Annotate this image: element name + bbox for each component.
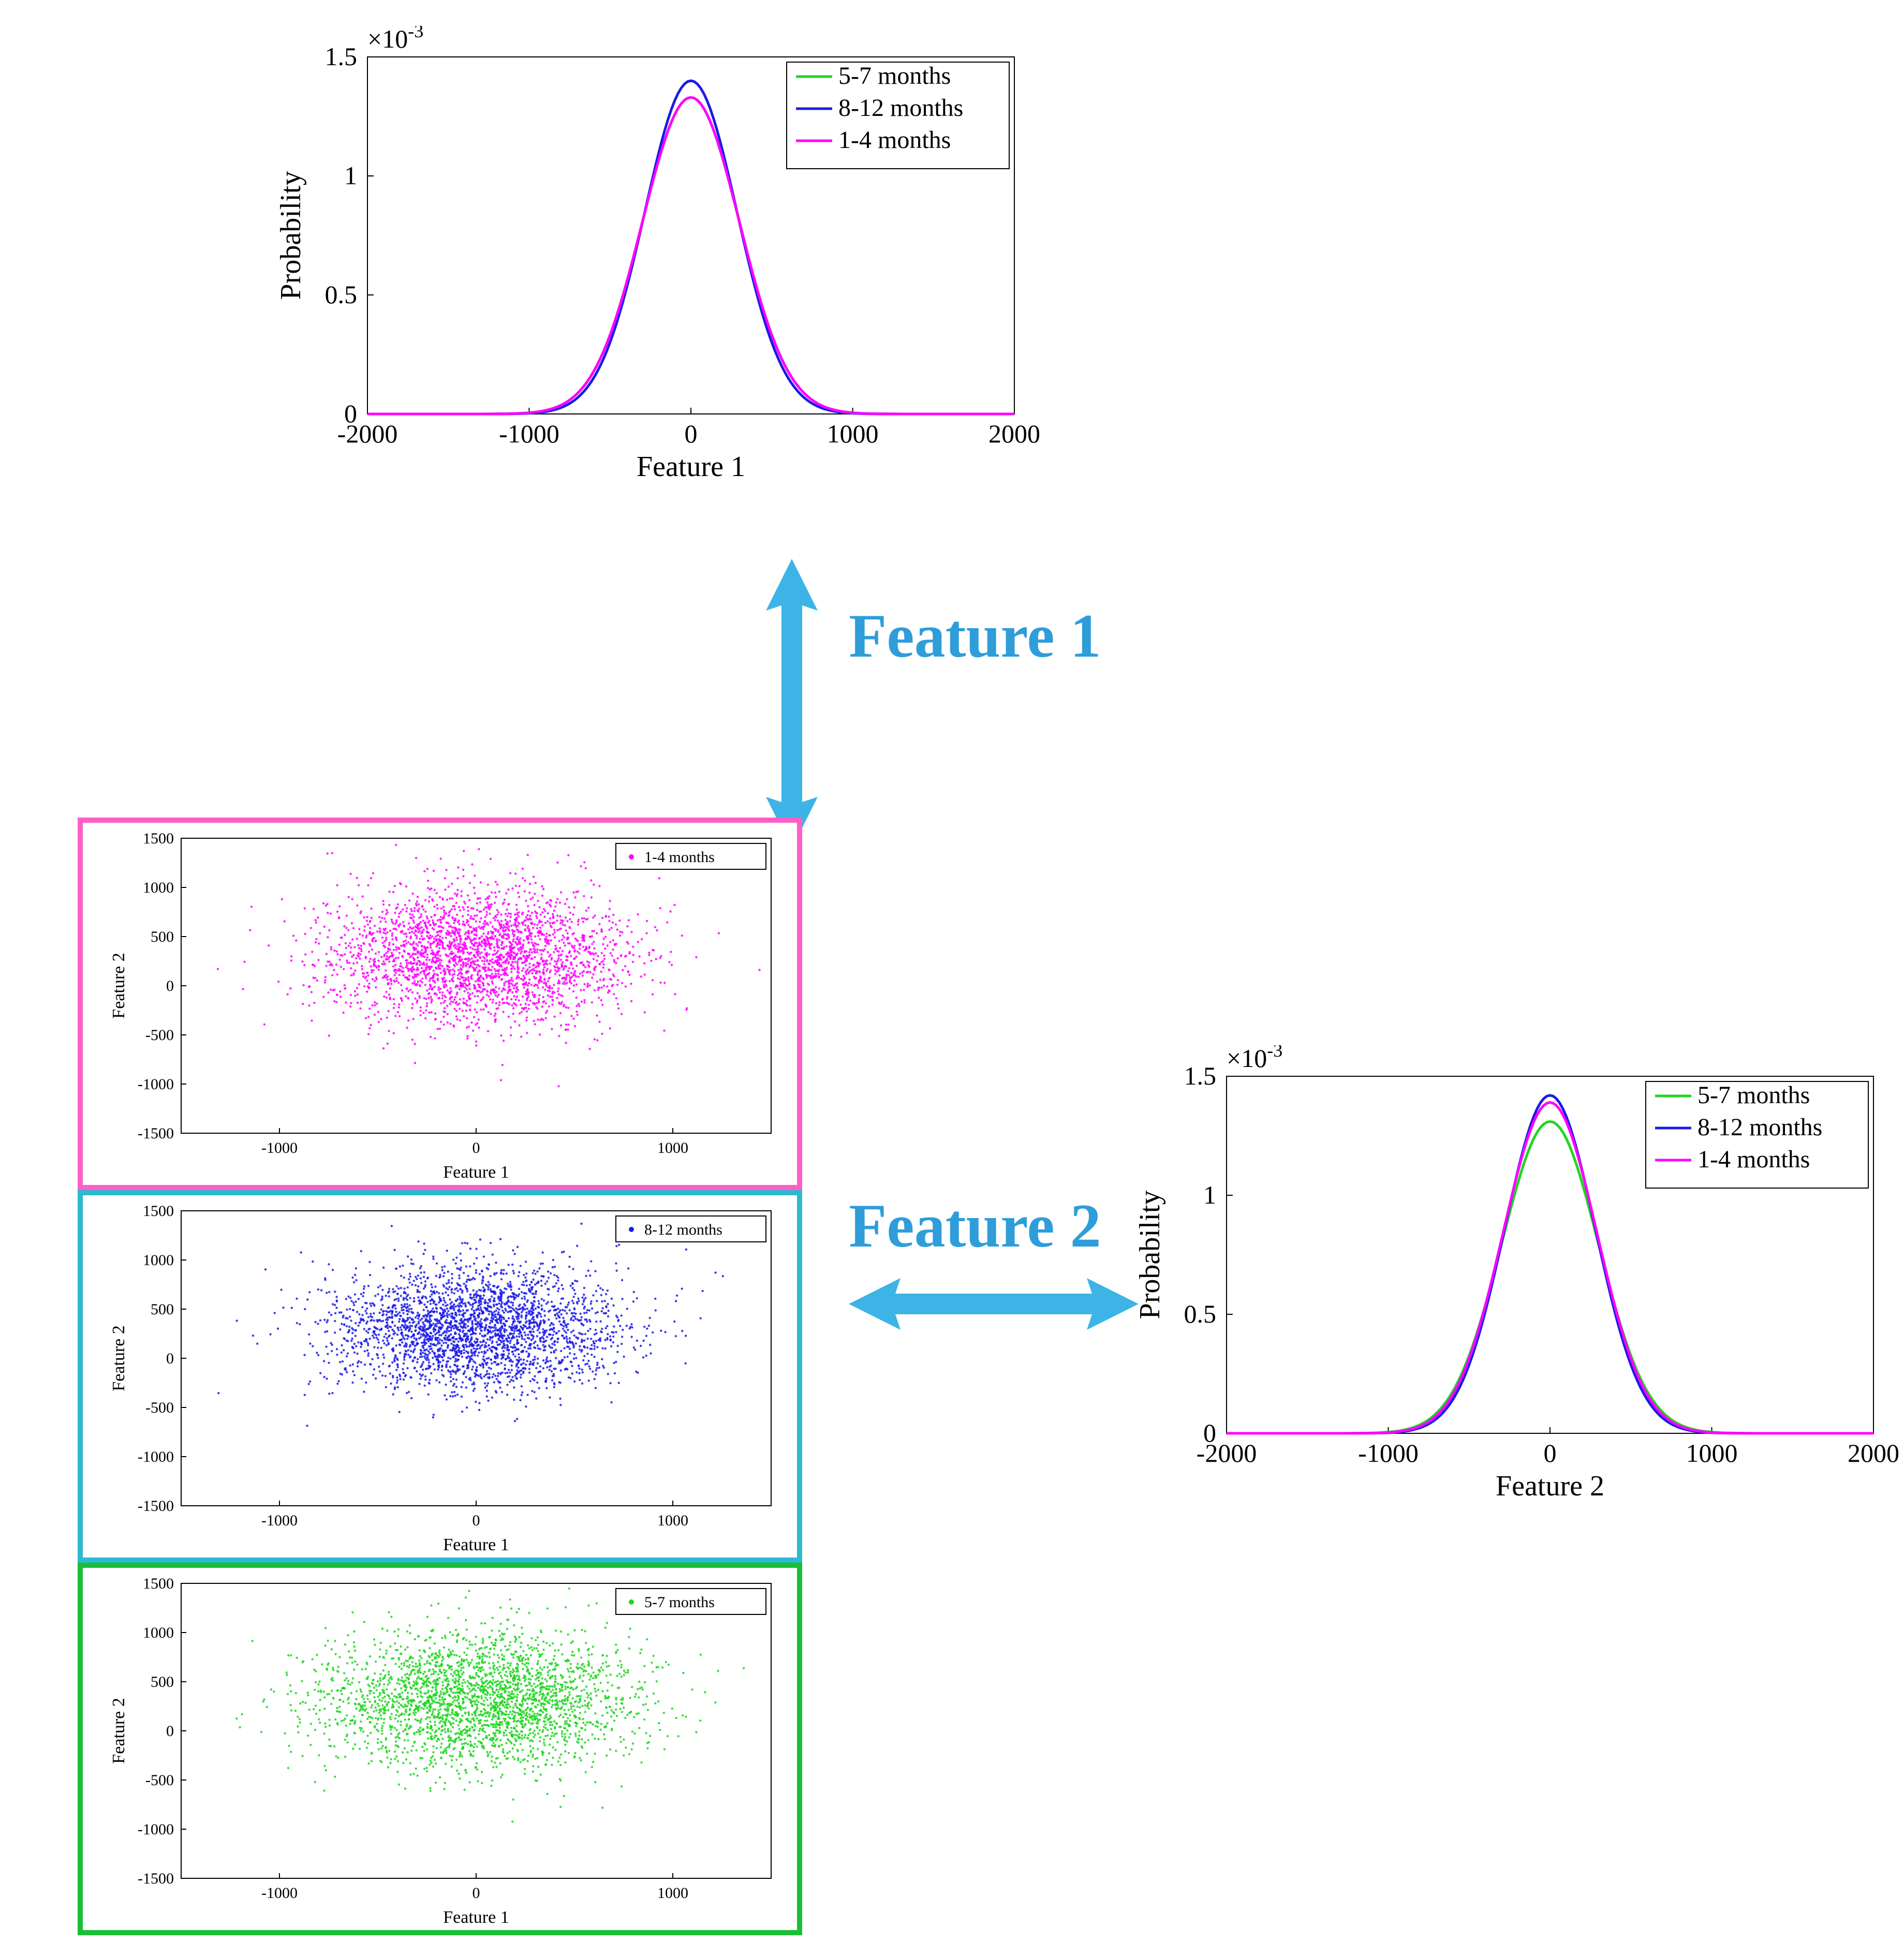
svg-text:5-7 months: 5-7 months <box>838 62 951 90</box>
svg-text:8-12 months: 8-12 months <box>838 94 963 122</box>
scatter-5-7-months: -100001000-1500-1000-500050010001500Feat… <box>78 1563 802 1935</box>
scatter-1-4-months: -1000 0 1000 -1500 -1000 -500 0 500 1000 1500 Feat… <box>78 818 802 1190</box>
feature2-arrow-icon <box>849 1273 1139 1335</box>
svg-text:0: 0 <box>166 977 174 995</box>
density-chart-feature2: ×10-3-2000-100001000200000.511.5Feature … <box>1128 1045 1904 1511</box>
svg-text:0.5: 0.5 <box>325 280 358 309</box>
svg-text:-1500: -1500 <box>138 1125 174 1142</box>
svg-text:-500: -500 <box>145 1027 174 1044</box>
svg-text:×10-3: ×10-3 <box>367 26 423 53</box>
svg-text:1000: 1000 <box>657 1139 688 1156</box>
svg-text:-1000: -1000 <box>499 419 559 448</box>
svg-text:Feature 2: Feature 2 <box>109 953 128 1018</box>
svg-text:1000: 1000 <box>827 419 879 448</box>
feature1-heading: Feature 1 <box>849 600 1101 672</box>
svg-text:0: 0 <box>473 1139 480 1156</box>
svg-text:1000: 1000 <box>143 879 174 896</box>
svg-text:0: 0 <box>685 419 698 448</box>
feature1-arrow-icon <box>761 559 823 849</box>
svg-text:Probability: Probability <box>275 171 307 300</box>
svg-text:500: 500 <box>151 928 174 945</box>
density-chart-feature1: ×10-3-2000-100001000200000.511.5Feature … <box>269 26 1045 492</box>
svg-text:2000: 2000 <box>988 419 1040 448</box>
svg-text:1500: 1500 <box>143 830 174 847</box>
svg-text:-1000: -1000 <box>261 1139 298 1156</box>
svg-text:-1000: -1000 <box>138 1076 174 1093</box>
svg-text:1-4 months: 1-4 months <box>644 849 715 866</box>
svg-text:1.5: 1.5 <box>325 42 358 71</box>
svg-text:1-4 months: 1-4 months <box>838 126 951 154</box>
svg-text:Feature 1: Feature 1 <box>637 451 745 483</box>
svg-text:0: 0 <box>344 399 357 428</box>
feature2-heading: Feature 2 <box>849 1190 1101 1262</box>
svg-text:Feature 1: Feature 1 <box>443 1163 509 1182</box>
svg-text:1: 1 <box>344 161 357 190</box>
scatter-8-12-months: -100001000-1500-1000-500050010001500Feat… <box>78 1190 802 1563</box>
